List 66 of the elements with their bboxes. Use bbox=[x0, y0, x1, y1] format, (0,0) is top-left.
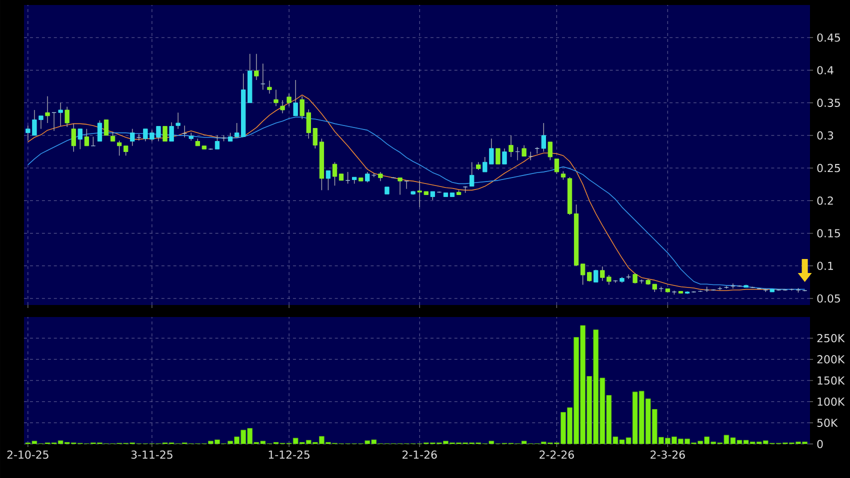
candlestick bbox=[378, 172, 383, 182]
candlestick bbox=[522, 144, 526, 157]
candlestick bbox=[496, 148, 500, 164]
candlestick bbox=[104, 119, 109, 136]
candlestick bbox=[110, 132, 116, 142]
candlestick bbox=[214, 135, 220, 150]
y-tick-label: 0.35 bbox=[817, 98, 840, 107]
candlestick bbox=[365, 172, 370, 183]
x-tick-label: 1-12-25 bbox=[268, 450, 310, 459]
candlestick bbox=[312, 128, 318, 149]
x-tick-label: 3-11-25 bbox=[131, 450, 172, 459]
y-tick-label: 0.25 bbox=[817, 164, 840, 172]
candlestick bbox=[554, 158, 560, 174]
x-tick-label: 2-10-25 bbox=[7, 450, 48, 459]
candlestick bbox=[626, 274, 631, 280]
candlestick bbox=[162, 126, 168, 142]
y-tick-label: 200K bbox=[817, 355, 845, 364]
candlestick bbox=[580, 264, 586, 286]
x-tick-label: 2-2-26 bbox=[540, 450, 574, 459]
candlestick bbox=[124, 146, 128, 156]
candlestick bbox=[502, 148, 507, 164]
candlestick bbox=[632, 272, 638, 284]
candlestick bbox=[130, 128, 135, 146]
candlestick bbox=[280, 100, 285, 114]
candlestick bbox=[730, 283, 736, 290]
x-tick-label: 2-3-26 bbox=[650, 450, 685, 459]
y-tick-label: 0.2 bbox=[817, 196, 833, 205]
candlestick bbox=[326, 170, 331, 191]
candlestick bbox=[78, 128, 82, 150]
candlestick bbox=[508, 135, 514, 158]
candlestick bbox=[267, 80, 272, 94]
candlestick bbox=[234, 122, 240, 138]
candlestick bbox=[587, 271, 592, 282]
y-tick-label: 250K bbox=[817, 334, 845, 342]
y-tick-label: 0.15 bbox=[817, 229, 840, 238]
y-tick-label: 0.4 bbox=[817, 66, 834, 74]
candlestick bbox=[293, 80, 298, 116]
candlestick bbox=[97, 120, 102, 142]
candlestick bbox=[254, 54, 259, 80]
candlestick bbox=[116, 140, 122, 156]
y-tick-label: 0.45 bbox=[817, 33, 840, 42]
candlestick bbox=[398, 177, 402, 196]
candlestick bbox=[84, 128, 90, 146]
candlestick bbox=[176, 112, 180, 130]
candlestick bbox=[470, 162, 474, 187]
candlestick bbox=[404, 180, 409, 190]
candlestick bbox=[169, 122, 174, 142]
candlestick bbox=[541, 122, 546, 152]
candlestick bbox=[45, 96, 50, 124]
candlestick bbox=[182, 125, 187, 138]
candlestick bbox=[548, 142, 553, 161]
y-tick-label: 0.05 bbox=[817, 294, 840, 303]
y-tick-label: 50K bbox=[817, 418, 838, 427]
candlestick bbox=[58, 102, 63, 127]
y-tick-label: 0.1 bbox=[817, 262, 833, 270]
y-tick-label: 100K bbox=[818, 398, 845, 406]
candlestick bbox=[64, 106, 70, 128]
x-tick-label: 2-1-26 bbox=[402, 450, 437, 459]
candlestick bbox=[594, 269, 598, 283]
candlestick bbox=[286, 93, 292, 106]
y-tick-label: 150K bbox=[818, 376, 845, 385]
candlestick bbox=[332, 162, 338, 186]
y-tick-label: 0 bbox=[817, 440, 823, 448]
y-tick-label: 0.3 bbox=[817, 131, 834, 140]
candlestick bbox=[71, 123, 76, 152]
candlestick bbox=[274, 89, 278, 106]
